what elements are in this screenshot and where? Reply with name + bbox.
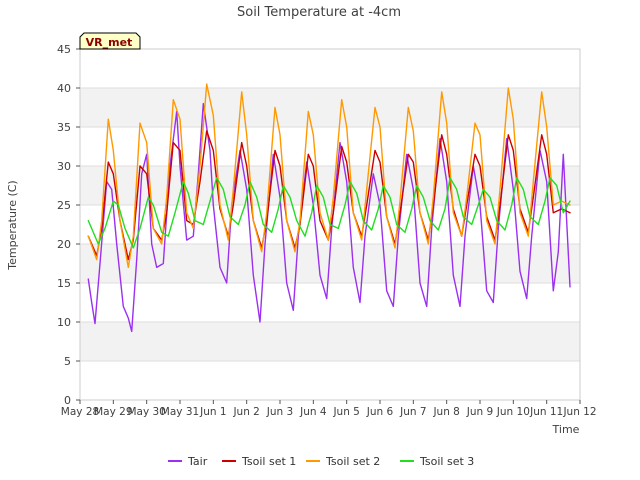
x-tick-label: May 28 <box>61 406 99 418</box>
y-tick-label: 20 <box>57 238 71 251</box>
x-tick-label: Jun 10 <box>496 406 530 418</box>
x-tick-label: May 31 <box>161 406 199 418</box>
y-tick-label: 25 <box>57 199 71 212</box>
series-line-tsoil-set-2 <box>87 83 571 269</box>
y-tick-label: 15 <box>57 277 71 290</box>
series-lines <box>87 83 571 333</box>
y-tick-label: 30 <box>57 160 71 173</box>
vr-met-badge: VR_met <box>79 32 141 50</box>
y-tick-label: 45 <box>57 43 71 56</box>
x-tick-label: Jun 1 <box>199 406 226 418</box>
vr-met-badge-label: VR_met <box>86 36 133 49</box>
y-tick-label: 35 <box>57 121 71 134</box>
x-axis-label: Time <box>552 423 580 436</box>
x-tick-label: Jun 4 <box>299 406 327 418</box>
chart-title: Soil Temperature at -4cm <box>237 5 401 20</box>
y-tick-label: 5 <box>64 355 71 368</box>
x-tick-label: May 29 <box>94 406 132 418</box>
legend-label: Tsoil set 1 <box>241 455 296 468</box>
y-axis-label: Temperature (C) <box>6 180 19 270</box>
x-tick-label: Jun 5 <box>332 406 359 418</box>
x-tick-label: May 30 <box>127 406 165 418</box>
legend-label: Tsoil set 3 <box>419 455 474 468</box>
y-axis-ticks: 0 5 10 15 20 25 30 35 40 45 <box>57 43 80 407</box>
background-band <box>80 322 580 361</box>
x-tick-label: Jun 3 <box>266 406 293 418</box>
x-tick-label: Jun 8 <box>432 406 459 418</box>
x-tick-label: Jun 11 <box>529 406 563 418</box>
x-tick-label: Jun 9 <box>466 406 493 418</box>
vr-met-badge-box <box>79 32 141 50</box>
x-tick-label: Jun 12 <box>562 406 596 418</box>
y-tick-label: 0 <box>64 394 71 407</box>
x-tick-label: Jun 6 <box>366 406 394 418</box>
legend-label: Tsoil set 2 <box>325 455 380 468</box>
y-tick-label: 40 <box>57 82 71 95</box>
x-tick-label: Jun 2 <box>232 406 259 418</box>
background-band <box>80 166 580 205</box>
background-band <box>80 88 580 127</box>
x-tick-label: Jun 7 <box>399 406 426 418</box>
legend: Tair Tsoil set 1 Tsoil set 2 Tsoil set 3 <box>168 455 474 468</box>
legend-label: Tair <box>187 455 208 468</box>
series-line-tsoil-set-3 <box>87 176 571 249</box>
plot-area-frame <box>79 48 581 401</box>
y-tick-label: 10 <box>57 316 71 329</box>
